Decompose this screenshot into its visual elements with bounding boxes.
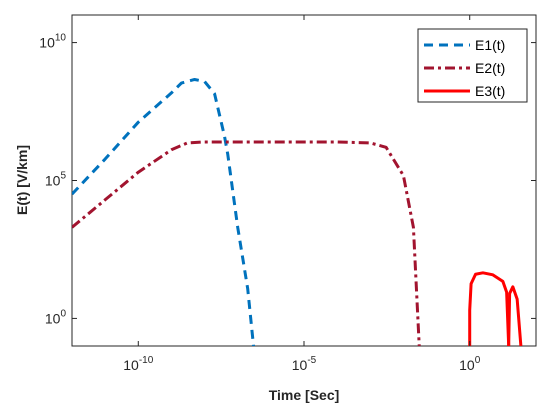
legend-label-3: E3(t) — [475, 83, 505, 99]
legend-label-1: E1(t) — [475, 37, 505, 53]
series-line-1 — [72, 77, 256, 346]
x-tick-label-1: 10-10 — [123, 355, 153, 373]
x-tick-label-3: 100 — [459, 355, 481, 373]
y-tick-label-2: 105 — [45, 171, 67, 189]
series-line-2 — [72, 140, 421, 346]
x-axis-label: Time [Sec] — [269, 387, 340, 403]
x-tick-label-2: 10-5 — [292, 355, 317, 373]
series-line-3-segment-1 — [468, 271, 511, 346]
series-line-3-segment-2 — [507, 285, 523, 346]
legend: E1(t) E2(t) E3(t) — [417, 28, 528, 103]
y-tick-label-3: 1010 — [39, 33, 66, 51]
y-axis-label: E(t) [V/km] — [14, 145, 30, 215]
legend-label-2: E2(t) — [475, 60, 505, 76]
series-layer — [72, 77, 523, 346]
y-tick-label-1: 100 — [45, 308, 67, 326]
tick-layer: 10-10 10-5 100 100 105 1010 — [39, 15, 536, 373]
